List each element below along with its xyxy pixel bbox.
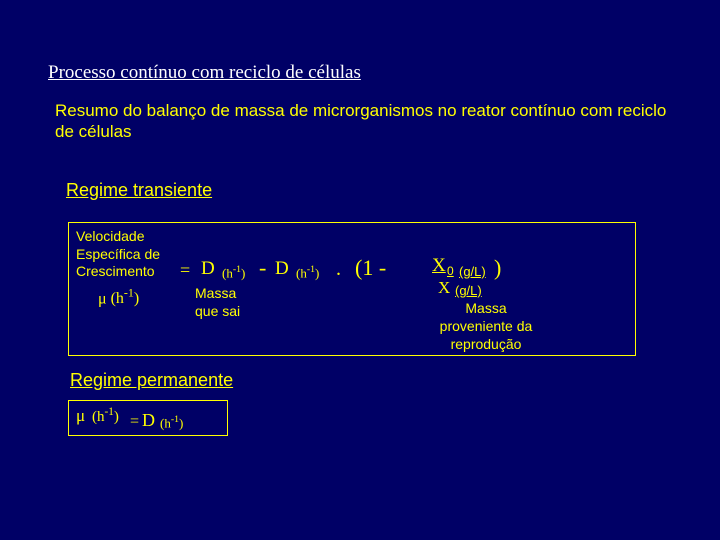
massa-repro-l2: proveniente da — [440, 318, 533, 334]
multiply-dot: . — [336, 258, 341, 281]
mu2-unit: (h-1) — [92, 406, 119, 426]
equals-sign-1: = — [180, 260, 190, 281]
d-unit-2: (h-1) — [296, 264, 319, 281]
x0-subscript: 0 — [447, 264, 454, 278]
d-term-3: D — [142, 410, 155, 431]
paren-close: ) — [494, 255, 501, 281]
minus-sign: - — [259, 255, 266, 281]
massa-repro-l1: Massa — [465, 300, 506, 316]
paren-open: (1 - — [355, 255, 392, 281]
x-denominator: X — [438, 278, 450, 298]
x0-unit: (g/L) — [459, 264, 486, 279]
massa-sai-l1: Massa — [195, 285, 236, 301]
vel-line2: Específica de — [76, 246, 160, 262]
mu-symbol: μ — [98, 290, 107, 307]
d-unit-1: (h-1) — [222, 264, 245, 281]
regime-transiente-heading: Regime transiente — [66, 180, 212, 201]
massa-sai-l2: que sai — [195, 303, 240, 319]
massa-repro-l3: reprodução — [451, 336, 522, 352]
d-term-2: D — [275, 258, 289, 280]
mu-term: μ (h-1) — [98, 286, 139, 308]
d-unit-3: (h-1) — [160, 414, 183, 431]
equals-sign-2: = — [130, 413, 139, 431]
slide-subtitle: Resumo do balanço de massa de microrgani… — [55, 100, 675, 143]
vel-line1: Velocidade — [76, 228, 145, 244]
regime-permanente-heading: Regime permanente — [70, 370, 233, 391]
mu-unit: (h-1) — [111, 290, 140, 307]
x-denominator-unit: (g/L) — [455, 283, 482, 298]
x0-symbol: X — [432, 255, 446, 277]
massa-repro-label: Massa proveniente da reprodução — [416, 300, 556, 354]
massa-sai-label: Massa que sai — [195, 284, 240, 320]
d-term-1: D — [201, 258, 215, 280]
velocidade-label: Velocidade Específica de Crescimento — [76, 228, 160, 281]
mu2-symbol: μ — [76, 406, 85, 426]
vel-line3: Crescimento — [76, 263, 155, 279]
slide-title: Processo contínuo com reciclo de células — [48, 62, 361, 84]
